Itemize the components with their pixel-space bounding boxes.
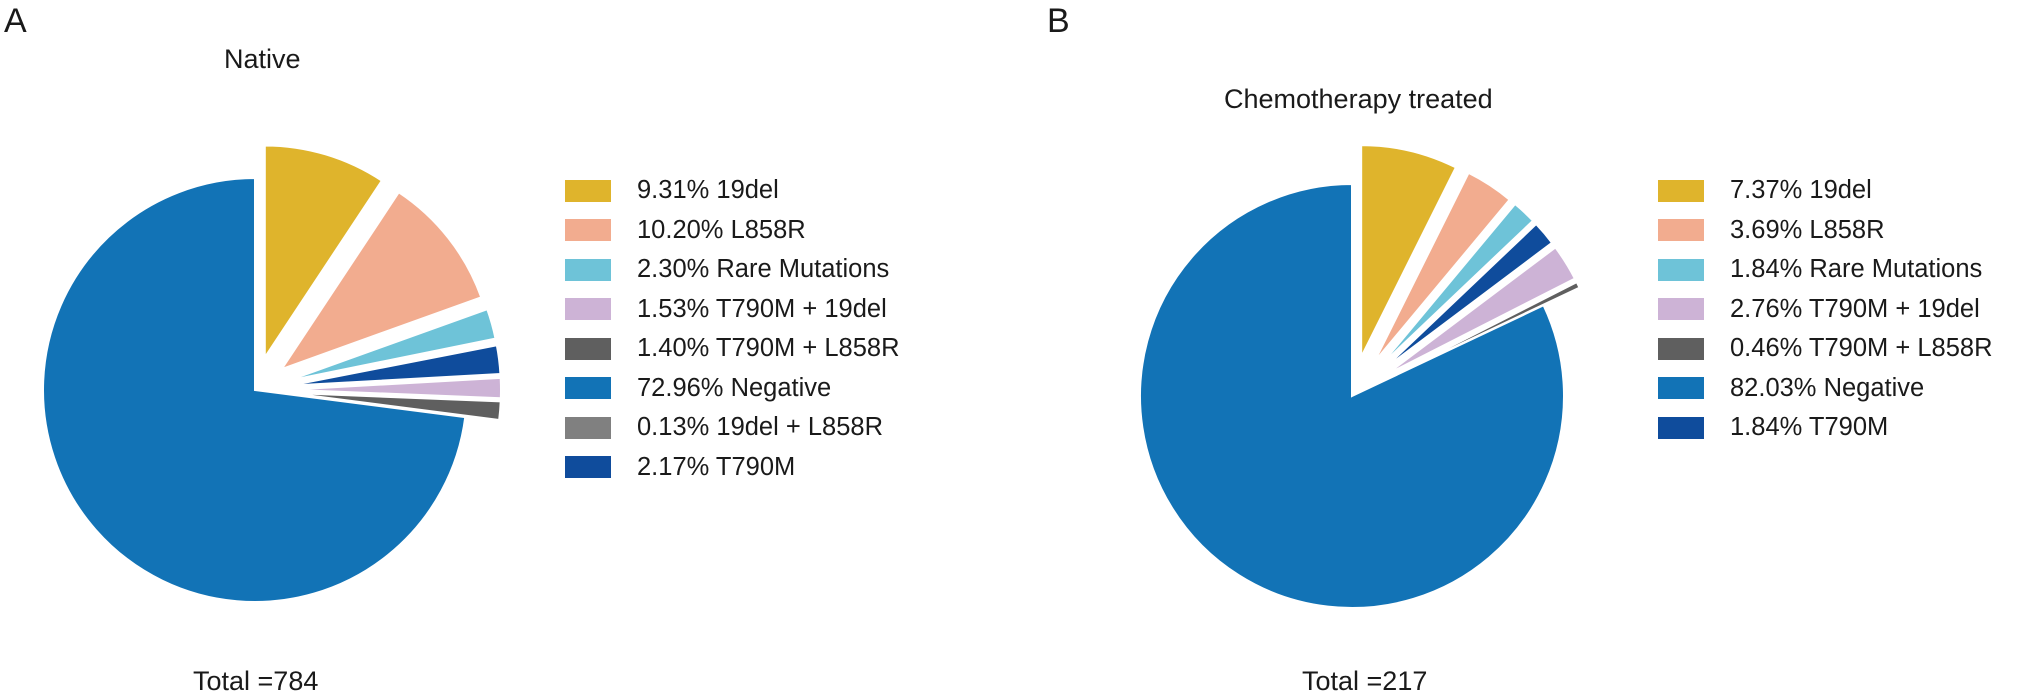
legend-swatch xyxy=(565,416,611,439)
legend-swatch xyxy=(1658,377,1704,400)
legend-item: 72.96% Negative xyxy=(565,369,900,409)
legend-label: 3.69% L858R xyxy=(1730,215,1885,244)
legend-item: 2.76% T790M + 19del xyxy=(1658,290,1993,330)
pie-slice-82-03-negative xyxy=(1139,182,1565,609)
legend-item: 1.84% Rare Mutations xyxy=(1658,250,1993,290)
legend-item: 3.69% L858R xyxy=(1658,211,1993,251)
legend-item: 82.03% Negative xyxy=(1658,369,1993,409)
pie-slice-1-84-t790m xyxy=(1381,222,1554,371)
legend-label: 1.84% T790M xyxy=(1730,413,1889,442)
pie-slice-3-69-l858r xyxy=(1372,171,1512,364)
chart-title: Native xyxy=(224,44,301,74)
legend-label: 1.40% T790M + L858R xyxy=(637,334,900,363)
legend-swatch xyxy=(565,377,611,400)
legend-label: 10.20% L858R xyxy=(637,215,806,244)
legend-label: 0.46% T790M + L858R xyxy=(1730,334,1993,363)
pie-slice-10-20-l858r xyxy=(279,190,483,371)
chart-panel-b: B Chemotherapy treated 7.37% 19del 3.69% … xyxy=(1016,0,2032,696)
legend: 7.37% 19del 3.69% L858R 1.84% Rare Mutatio… xyxy=(1658,171,1993,448)
legend-label: 2.17% T790M xyxy=(637,452,796,481)
legend-item: 7.37% 19del xyxy=(1658,171,1993,211)
pie-slice-1-84-rare-mutations xyxy=(1378,202,1535,368)
legend-swatch xyxy=(1658,179,1704,202)
pie-slice-1-53-t790m-19del xyxy=(288,376,502,400)
legend-swatch xyxy=(565,219,611,242)
legend-item: 0.46% T790M + L858R xyxy=(1658,329,1993,369)
legend-label: 0.13% 19del + L858R xyxy=(637,413,883,442)
pie-slice-1-40-t790m-l858r xyxy=(288,391,502,422)
legend-swatch xyxy=(565,179,611,202)
legend-label: 7.37% 19del xyxy=(1730,176,1872,205)
legend-swatch xyxy=(1658,219,1704,242)
legend-swatch xyxy=(565,456,611,479)
legend: 9.31% 19del 10.20% L858R 2.30% Rare Mutati… xyxy=(565,171,900,487)
total-count: Total =784 xyxy=(193,666,319,696)
chart-panel-a: A Native 9.31% 19del 10.20% L858R 2.30% Ra… xyxy=(0,0,1016,696)
pie-slice-0-13-19del-l858r xyxy=(288,339,498,385)
legend-label: 2.30% Rare Mutations xyxy=(637,255,890,284)
legend-item: 9.31% 19del xyxy=(565,171,900,211)
pie-slice-72-96-negative xyxy=(42,176,467,603)
legend-item: 1.84% T790M xyxy=(1658,408,1993,448)
legend-swatch xyxy=(565,337,611,360)
legend-label: 1.53% T790M + 19del xyxy=(637,294,887,323)
legend-item: 2.30% Rare Mutations xyxy=(565,250,900,290)
legend-item: 2.17% T790M xyxy=(565,448,900,488)
legend-swatch xyxy=(1658,416,1704,439)
legend-swatch xyxy=(565,298,611,321)
pie-chart xyxy=(42,144,502,603)
legend-label: 82.03% Negative xyxy=(1730,373,1925,402)
panel-label: B xyxy=(1047,2,1070,40)
pie-slice-7-37-19del xyxy=(1360,144,1458,358)
legend-item: 0.13% 19del + L858R xyxy=(565,408,900,448)
pie-slice-2-30-rare-mutations xyxy=(287,307,497,382)
legend-swatch xyxy=(1658,298,1704,321)
pie-slice-9-31-19del xyxy=(263,144,384,361)
legend-swatch xyxy=(1658,337,1704,360)
pie-chart xyxy=(1139,144,1581,609)
chart-title: Chemotherapy treated xyxy=(1224,84,1493,114)
legend-label: 1.84% Rare Mutations xyxy=(1730,255,1983,284)
legend-label: 9.31% 19del xyxy=(637,176,779,205)
legend-swatch xyxy=(565,258,611,281)
legend-swatch xyxy=(1658,258,1704,281)
legend-item: 10.20% L858R xyxy=(565,211,900,251)
pie-slice-2-76-t790m-19del xyxy=(1385,246,1577,376)
pie-slice-0-46-t790m-l858r xyxy=(1387,280,1581,380)
total-count: Total =217 xyxy=(1302,666,1428,696)
legend-item: 1.53% T790M + 19del xyxy=(565,290,900,330)
legend-label: 2.76% T790M + 19del xyxy=(1730,294,1980,323)
legend-label: 72.96% Negative xyxy=(637,373,832,402)
panel-label: A xyxy=(4,2,27,40)
legend-item: 1.40% T790M + L858R xyxy=(565,329,900,369)
pie-slice-2-17-t790m xyxy=(288,344,502,387)
